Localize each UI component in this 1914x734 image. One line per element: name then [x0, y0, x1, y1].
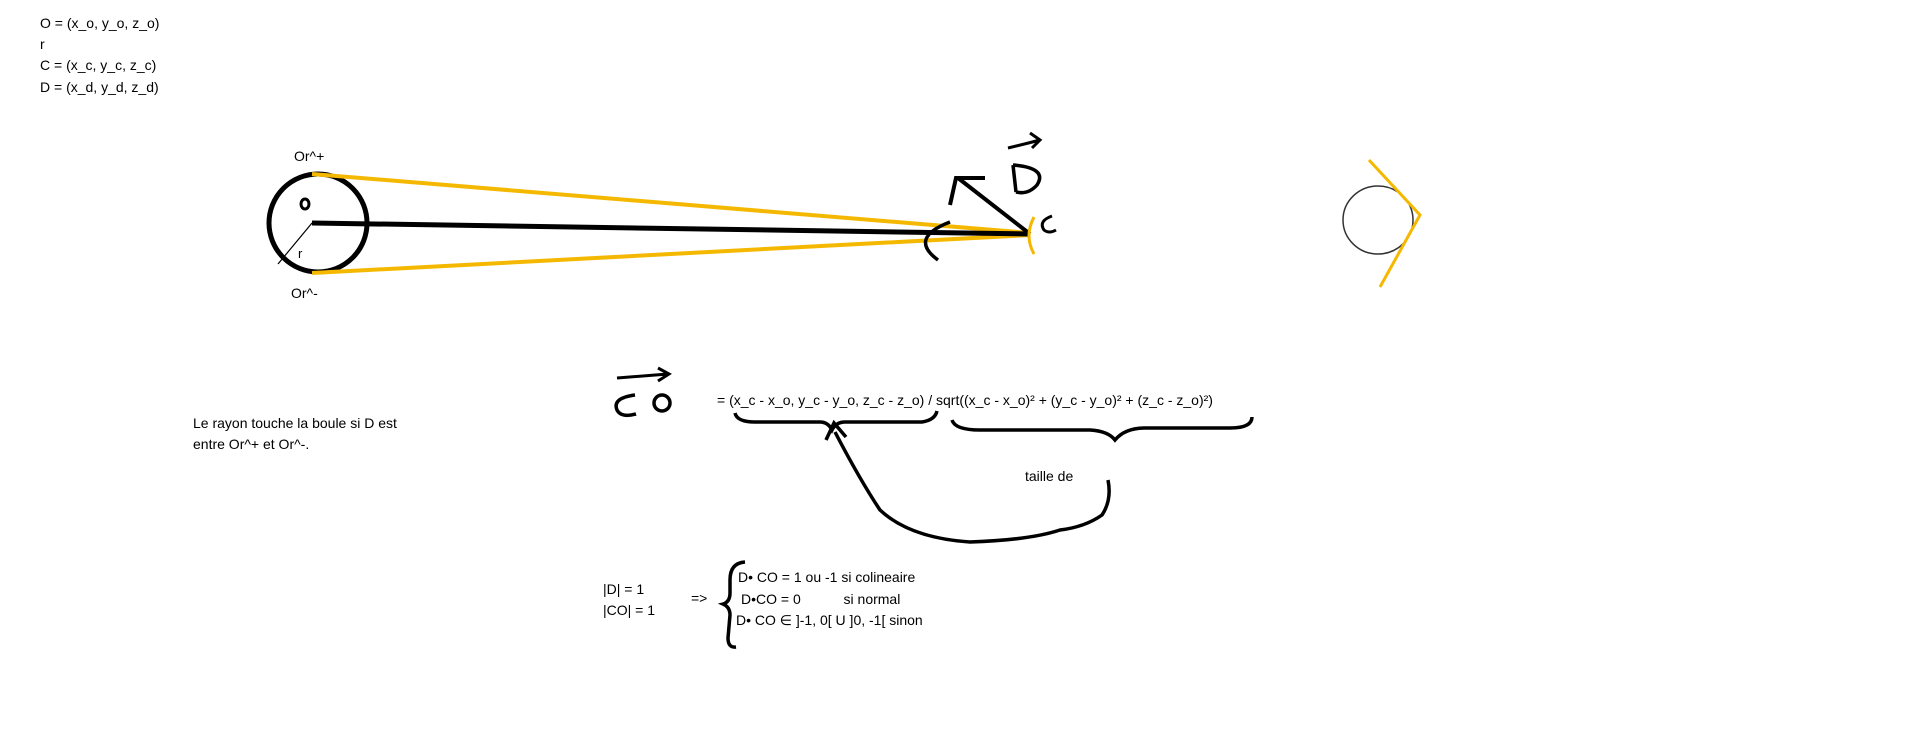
label-or-minus: Or^-	[291, 285, 318, 301]
norm-d: |D| = 1	[603, 581, 645, 597]
center-o-mark	[299, 197, 311, 211]
d-vector-arrow	[1007, 131, 1043, 150]
def-d: D = (x_d, y_d, z_d)	[40, 79, 159, 95]
case-otherwise: D• CO ∈ ]-1, 0[ U ]0, -1[ sinon	[736, 612, 923, 628]
formula-text: = (x_c - x_o, y_c - y_o, z_c - z_o) / sq…	[717, 392, 1213, 408]
co-o-letter	[652, 393, 672, 413]
small-sphere	[1342, 185, 1414, 255]
label-radius: r	[298, 246, 303, 261]
co-vector-arrow	[616, 366, 672, 383]
d-letter	[1011, 163, 1042, 195]
case-colinear: D• CO = 1 ou -1 si colineaire	[738, 569, 916, 585]
def-r: r	[40, 36, 45, 52]
implies-arrow: =>	[691, 590, 708, 606]
angle-arc	[923, 220, 951, 262]
d-arrow-shaft	[956, 176, 1032, 236]
radius-line	[277, 222, 313, 265]
case-normal: D•CO = 0 si normal	[741, 591, 901, 607]
def-o: O = (x_o, y_o, z_o)	[40, 15, 160, 31]
c-mark	[1040, 214, 1057, 234]
label-or-plus: Or^+	[294, 148, 325, 164]
small-tangents	[1367, 158, 1422, 288]
c-bracket	[1027, 216, 1036, 255]
curved-arrow-head	[824, 419, 848, 441]
norm-co: |CO| = 1	[603, 602, 656, 618]
tangent-line-top	[311, 172, 1031, 235]
curved-arrow	[833, 431, 1111, 544]
note-line-1: Le rayon touche la boule si D est	[193, 415, 397, 431]
size-label: taille de	[1025, 468, 1074, 484]
tangent-line-bottom	[311, 233, 1031, 275]
center-line	[311, 220, 1031, 237]
co-c-letter	[614, 393, 637, 418]
d-arrow-head	[948, 176, 985, 206]
cases-brace	[717, 560, 746, 649]
note-line-2: entre Or^+ et Or^-.	[193, 436, 310, 452]
def-c: C = (x_c, y_c, z_c)	[40, 57, 157, 73]
brace-right	[950, 416, 1254, 443]
